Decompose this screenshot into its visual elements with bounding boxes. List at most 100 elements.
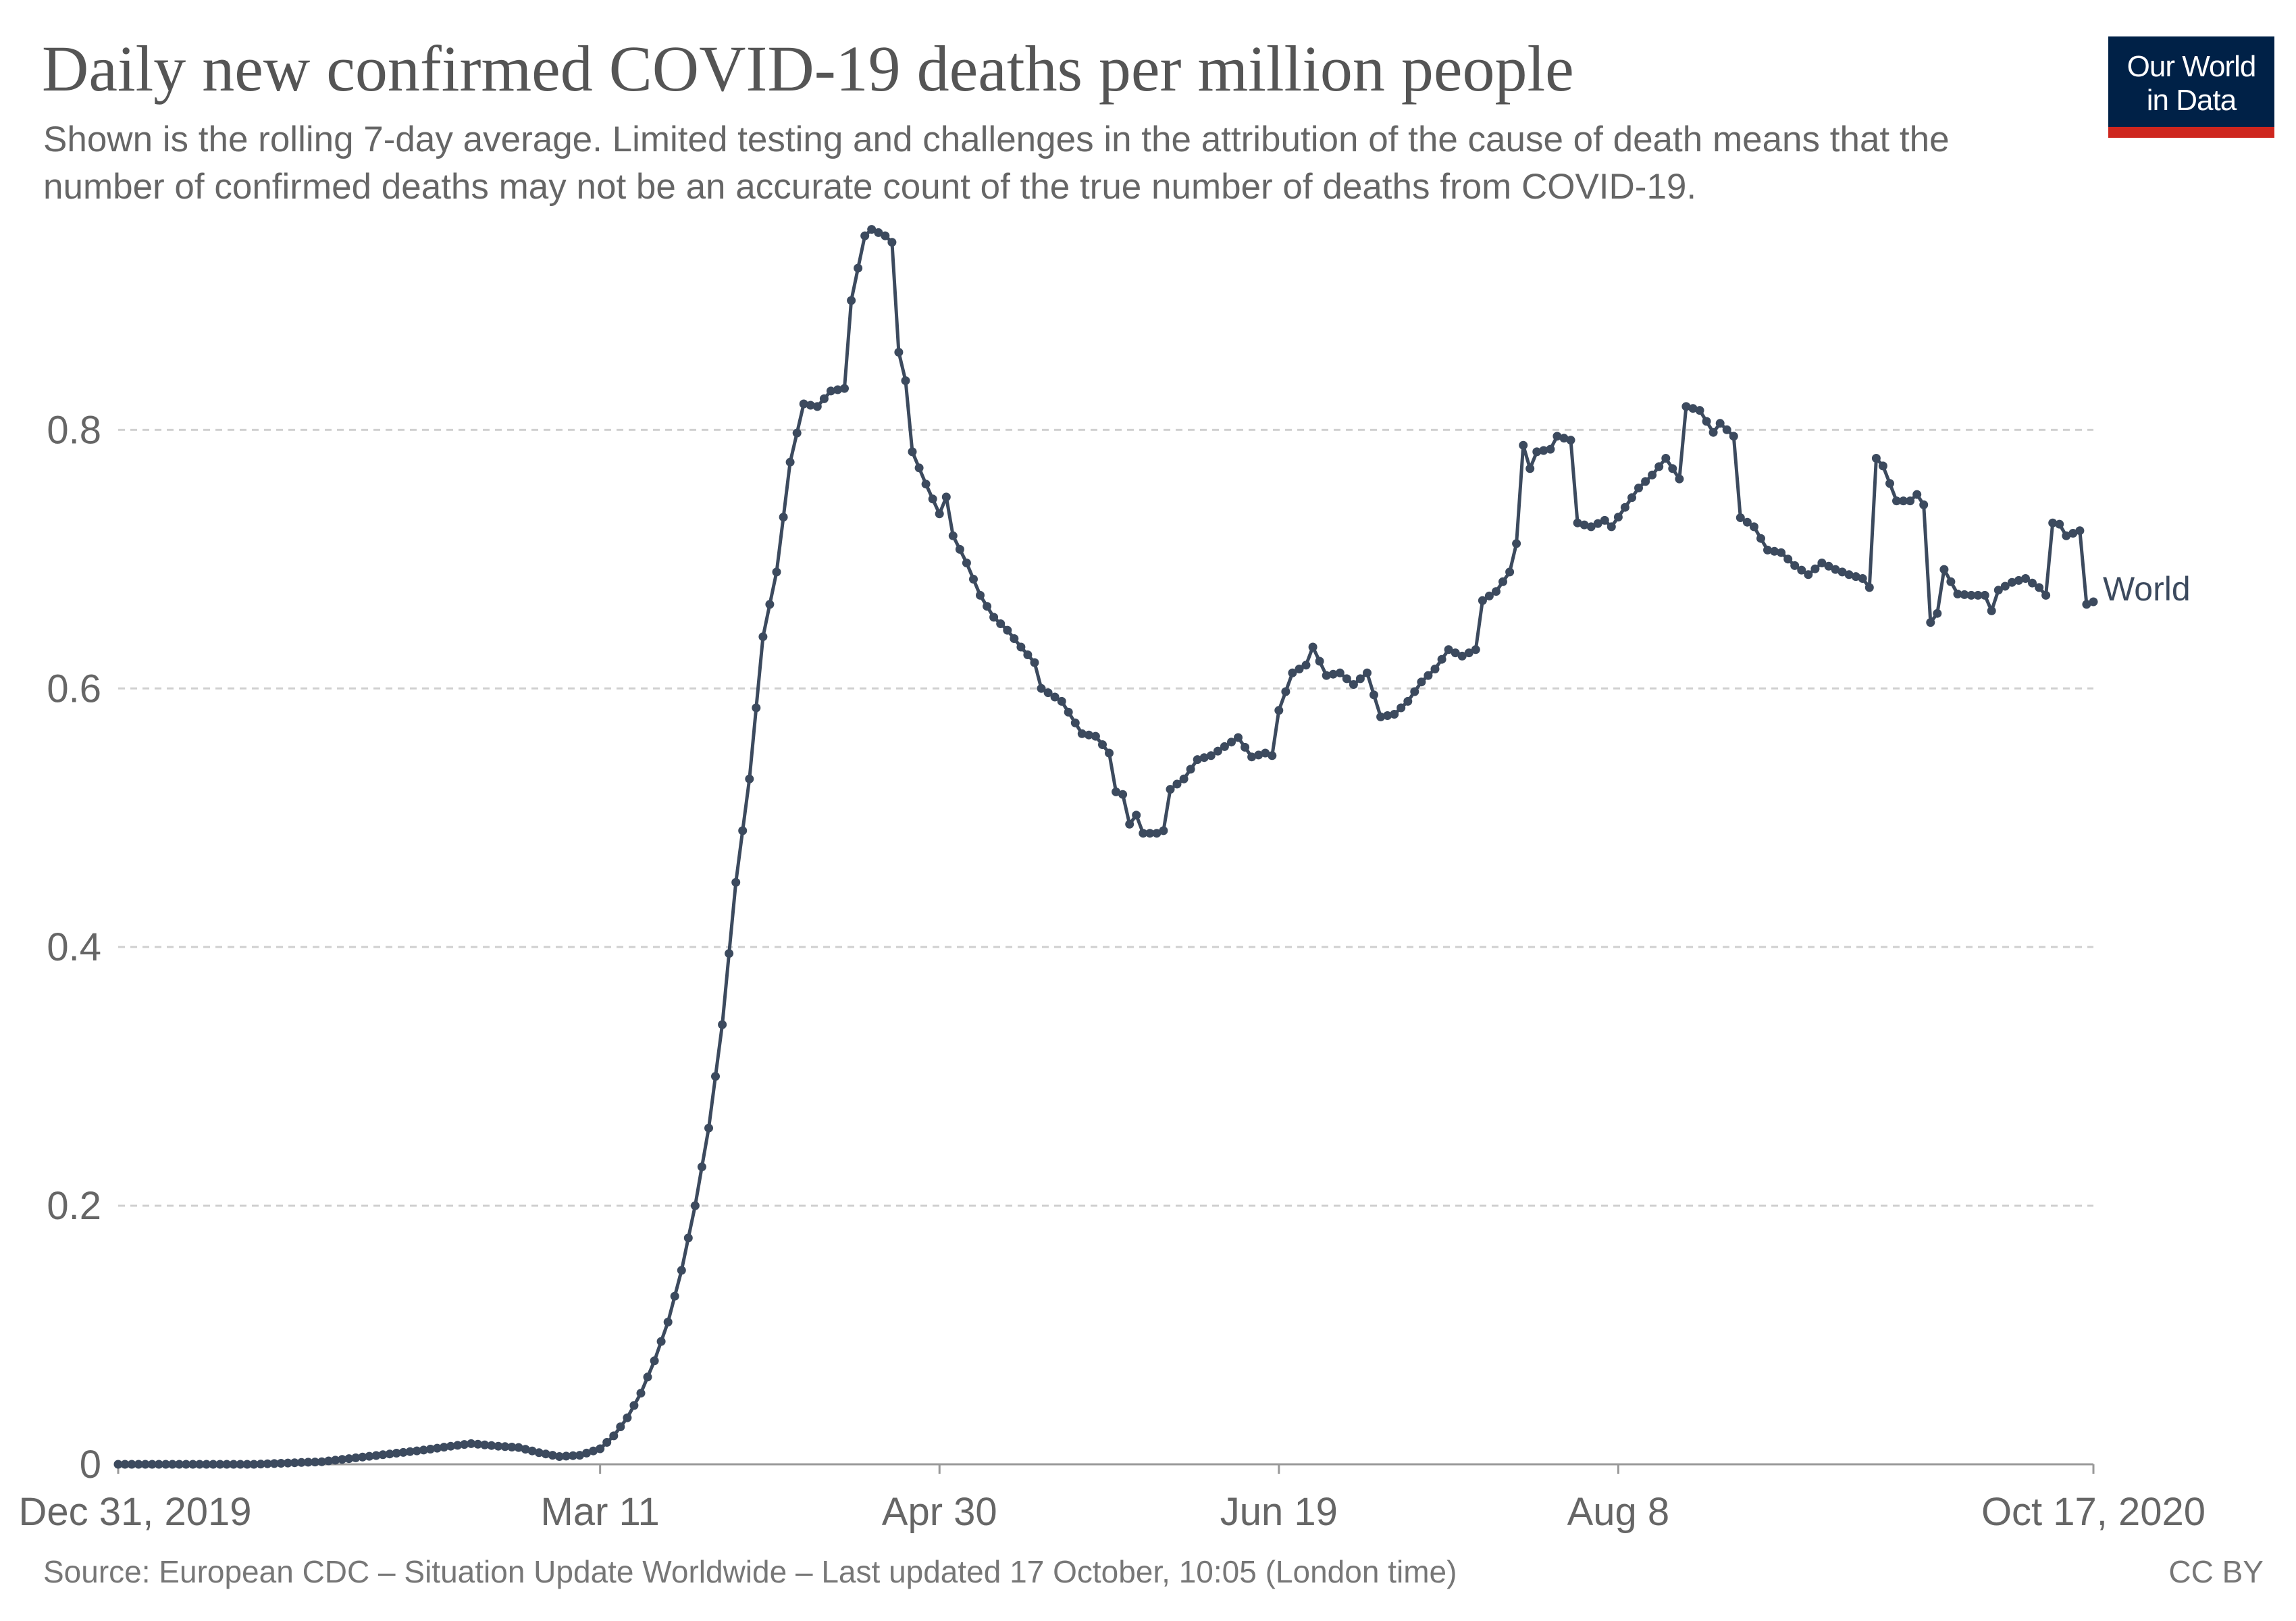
data-point	[398, 1447, 408, 1457]
data-point	[1308, 642, 1317, 652]
data-point	[1349, 680, 1358, 689]
data-point	[1837, 567, 1847, 577]
data-point	[494, 1441, 503, 1451]
data-point	[1763, 545, 1772, 555]
data-point	[1003, 625, 1012, 635]
data-point	[378, 1450, 388, 1460]
data-point	[1091, 731, 1100, 741]
data-point	[338, 1455, 347, 1464]
data-point	[1383, 711, 1392, 720]
data-point	[1783, 555, 1793, 564]
data-point	[1241, 742, 1250, 752]
data-point	[1899, 496, 1908, 506]
data-point	[269, 1459, 279, 1468]
data-point	[840, 384, 849, 393]
source-note[interactable]: Source: European CDC – Situation Update …	[43, 1554, 1457, 1589]
x-tick-label: Oct 17, 2020	[1981, 1490, 2206, 1534]
data-point	[663, 1317, 673, 1327]
data-point	[425, 1445, 435, 1453]
data-point	[792, 428, 802, 438]
data-point	[1437, 654, 1446, 664]
y-tick-label: 0.6	[47, 667, 101, 711]
data-point	[1016, 642, 1026, 652]
data-point	[527, 1446, 537, 1456]
data-point	[1593, 519, 1602, 528]
data-point	[514, 1443, 523, 1452]
x-tick-label: Jun 19	[1220, 1490, 1338, 1534]
data-point	[1172, 779, 1182, 789]
data-point	[1831, 565, 1840, 574]
data-point	[324, 1456, 334, 1466]
data-point	[1953, 590, 1962, 598]
data-point	[311, 1458, 319, 1467]
data-point	[1234, 733, 1243, 742]
y-tick-label: 0.4	[47, 925, 101, 969]
data-point	[1322, 671, 1331, 680]
data-point	[799, 399, 808, 409]
data-point	[636, 1389, 646, 1398]
data-point	[195, 1460, 205, 1469]
data-point	[1627, 493, 1636, 503]
x-axis-ticks: Dec 31, 2019 Mar 11 Apr 30 Jun 19 Aug 8 Oct 1…	[18, 1464, 2206, 1534]
data-point	[344, 1454, 354, 1464]
data-point	[1559, 434, 1569, 443]
data-point	[1342, 674, 1351, 684]
data-point	[976, 590, 985, 600]
data-point	[331, 1456, 340, 1465]
y-axis-ticks: 0 0.2 0.4 0.6 0.8	[47, 408, 101, 1487]
data-point	[1335, 668, 1345, 677]
data-point	[609, 1431, 619, 1441]
data-point	[1023, 650, 1033, 659]
data-point	[1708, 428, 1718, 437]
data-point	[1966, 590, 1976, 600]
data-point	[534, 1448, 544, 1458]
data-point	[1912, 490, 1922, 499]
data-point	[711, 1072, 720, 1081]
data-point	[826, 386, 835, 396]
data-point	[1030, 658, 1039, 667]
data-point	[1580, 520, 1589, 530]
data-point	[1261, 748, 1270, 758]
data-point	[1105, 748, 1114, 758]
data-point	[819, 394, 829, 403]
data-point	[690, 1201, 700, 1210]
data-point	[432, 1443, 442, 1453]
data-point	[1939, 565, 1949, 574]
data-point	[1152, 829, 1162, 838]
owid-logo[interactable]: Our World in Data	[2108, 36, 2274, 138]
data-point	[1451, 648, 1460, 658]
data-point	[561, 1451, 571, 1461]
license-link[interactable]: CC BY	[2168, 1554, 2264, 1589]
data-point	[1417, 677, 1426, 687]
data-point	[643, 1372, 652, 1382]
data-point	[1363, 668, 1372, 677]
data-point	[1355, 674, 1365, 684]
data-point	[1505, 567, 1515, 577]
data-point	[1695, 406, 1704, 415]
data-point	[371, 1451, 381, 1460]
data-point	[833, 385, 842, 394]
data-point	[1179, 774, 1189, 783]
data-point	[1919, 500, 1929, 509]
data-point	[365, 1451, 374, 1461]
data-point	[1444, 645, 1453, 654]
data-point	[1654, 462, 1664, 471]
data-point	[1084, 730, 1093, 740]
data-point	[236, 1460, 245, 1469]
data-point	[2007, 577, 2016, 587]
data-point	[507, 1443, 517, 1451]
data-point	[1166, 785, 1175, 794]
data-point	[1057, 696, 1066, 706]
data-point	[127, 1460, 136, 1469]
data-point	[854, 263, 863, 273]
data-point	[725, 949, 734, 958]
data-point	[1064, 707, 1073, 717]
data-point	[161, 1460, 170, 1469]
data-point	[554, 1452, 564, 1461]
data-point	[1960, 590, 1969, 599]
data-point	[242, 1460, 252, 1469]
data-point	[2014, 575, 2023, 585]
data-point	[1756, 534, 1765, 543]
data-point	[670, 1291, 679, 1301]
y-tick-label: 0	[80, 1443, 101, 1487]
